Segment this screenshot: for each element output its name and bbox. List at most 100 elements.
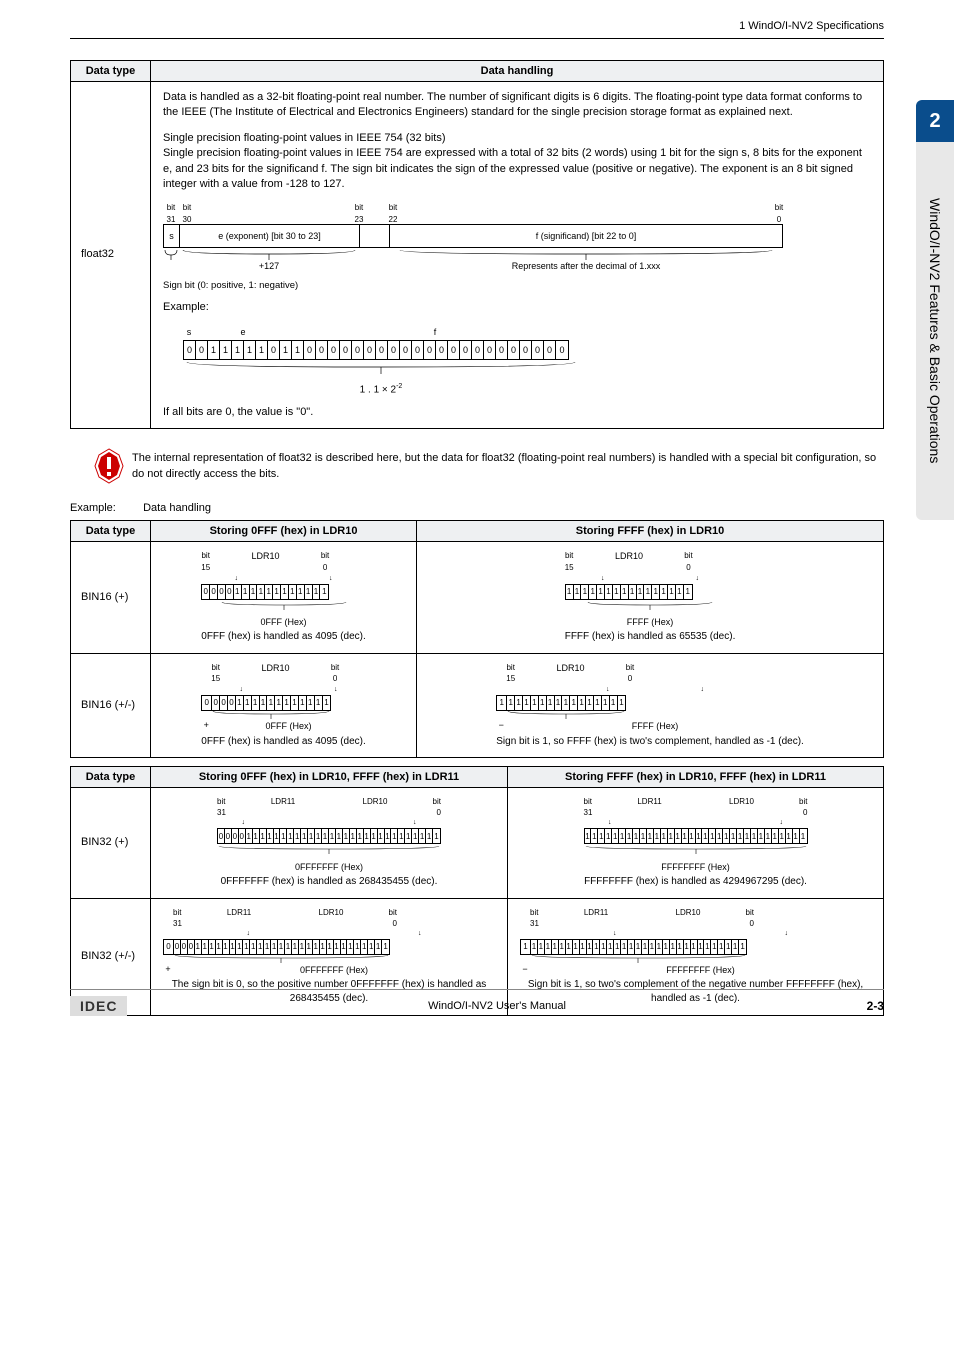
bit-cell: 1 [647, 829, 654, 843]
bit-cell: 1 [578, 696, 586, 710]
t1-h2: Data handling [151, 61, 884, 82]
bit-cell: 1 [660, 585, 668, 599]
bit-cell: 1 [675, 829, 682, 843]
bit-cell: 1 [271, 940, 278, 954]
bit-cell: 0 [184, 341, 196, 359]
bit-cell: 1 [280, 341, 292, 359]
bit-cell: 0 [202, 585, 210, 599]
bit-cell: 1 [433, 829, 440, 843]
bit-cell: 1 [283, 696, 291, 710]
bit-cell: 1 [378, 829, 385, 843]
bit-cell: 1 [264, 940, 271, 954]
bit-cell: 1 [619, 829, 626, 843]
bit-cell: 1 [347, 940, 354, 954]
bit-cell: 1 [628, 940, 635, 954]
bit-cell: 1 [260, 829, 267, 843]
footer: IDEC WindO/I-NV2 User's Manual 2-3 [70, 989, 884, 1016]
bit-cell: 1 [586, 696, 594, 710]
bit-cell: 1 [566, 940, 573, 954]
bit-cell: 1 [265, 585, 273, 599]
under-e: +127 [179, 260, 359, 273]
bit-cell: 1 [642, 940, 649, 954]
bit-cell: 1 [306, 940, 313, 954]
t1-body: Data is handled as a 32-bit floating-poi… [151, 82, 884, 429]
ex-s: s [183, 326, 195, 339]
ex-under: 1 . 1 × 2-2 [183, 382, 579, 397]
bit-cell: 0 [218, 585, 226, 599]
bit-cell: 1 [607, 940, 614, 954]
t1-para2-title: Single precision floating-point values i… [163, 132, 446, 144]
bit-cell: 1 [292, 341, 304, 359]
box-e: e (exponent) [bit 30 to 23] [180, 225, 360, 247]
t2-r1a: bit 15 LDR10 bit 0 ↓ ↓ 0000111111111111 … [151, 542, 417, 654]
bit-cell: 0 [460, 341, 472, 359]
t2-r2b: bit 15 LDR10 bit 0 ↓ ↓ 1 111111111111111… [417, 653, 884, 757]
last-line: If all bits are 0, the value is "0". [163, 405, 871, 420]
bit-cell: 1 [668, 829, 675, 843]
bit-cell: 0 [181, 940, 188, 954]
t3-h1: Data type [71, 767, 151, 788]
t3-r1a: bit 31 LDR11 LDR10 bit 0 ↓ ↓ 00001111111… [151, 788, 508, 899]
bit-cell: 1 [786, 829, 793, 843]
bit-cell: 1 [350, 829, 357, 843]
bit-cell: 0 [225, 829, 232, 843]
bit-cell: 1 [230, 940, 237, 954]
bit-cell: 0 [400, 341, 412, 359]
bit-cell: 0 [226, 585, 234, 599]
bit-cell: 1 [244, 696, 252, 710]
bit-cell: 1 [523, 696, 531, 710]
bit-cell: 1 [612, 829, 619, 843]
example-label: Example: [163, 300, 871, 315]
bit-cell: 1 [800, 829, 807, 843]
bit-cell: 1 [689, 829, 696, 843]
bit-cell: 1 [419, 829, 426, 843]
bit-cell: 0 [268, 341, 280, 359]
bit-cell: 1 [285, 940, 292, 954]
sign-note: Sign bit (0: positive, 1: negative) [163, 279, 871, 292]
t1-h1: Data type [71, 61, 151, 82]
header-rule [70, 38, 884, 39]
bit-cell: 1 [635, 940, 642, 954]
bit-cell: 1 [562, 696, 570, 710]
bit-cell: 0 [218, 829, 225, 843]
bit-cell: 1 [580, 940, 587, 954]
t1-para1: Data is handled as a 32-bit floating-poi… [163, 90, 871, 121]
bit-cell: 0 [520, 341, 532, 359]
bit-cell: 1 [547, 696, 555, 710]
header-section: 1 WindO/I-NV2 Specifications [739, 20, 884, 32]
bit-cell: 1 [252, 696, 260, 710]
bit-cell: 1 [243, 940, 250, 954]
bit-cell: 1 [626, 829, 633, 843]
bit-cell: 0 [412, 341, 424, 359]
bit-cell: 1 [250, 585, 258, 599]
side-tab-text: WindO/I-NV2 Features & Basic Operations [916, 142, 954, 520]
bit-cell: 1 [709, 829, 716, 843]
t2-r2a: bit 15 LDR10 bit 0 ↓ ↓ 0 000111111111111… [151, 653, 417, 757]
bit-cell: 1 [618, 696, 626, 710]
bit-cell: 1 [216, 940, 223, 954]
bit-cell: 0 [508, 341, 520, 359]
bit-cell: 0 [448, 341, 460, 359]
bit-cell: 0 [232, 829, 239, 843]
t1-para2: Single precision floating-point values i… [163, 147, 862, 190]
t2-r1-label: BIN16 (+) [71, 542, 151, 654]
bit-cell: 1 [382, 940, 389, 954]
bit-cell: 0 [364, 341, 376, 359]
bit-cell: 1 [629, 585, 637, 599]
bit-cell: 1 [691, 940, 698, 954]
bit-cell: 1 [507, 696, 515, 710]
bit-cell: 1 [593, 940, 600, 954]
warning-row: The internal representation of float32 i… [90, 447, 884, 488]
bit-cell: 0 [484, 341, 496, 359]
box-f: f (significand) [bit 22 to 0] [390, 225, 782, 247]
bit-cell: 1 [765, 829, 772, 843]
bit-cell: 1 [220, 341, 232, 359]
bit-cell: 1 [299, 940, 306, 954]
bit-cell: 1 [555, 696, 563, 710]
bit-cell: 1 [223, 940, 230, 954]
lbl-bit30: bit 30 [177, 202, 197, 224]
bit-cell: 1 [605, 585, 613, 599]
bit-cell: 0 [212, 696, 220, 710]
bit-cell: 1 [289, 585, 297, 599]
bit-cell: 1 [244, 341, 256, 359]
